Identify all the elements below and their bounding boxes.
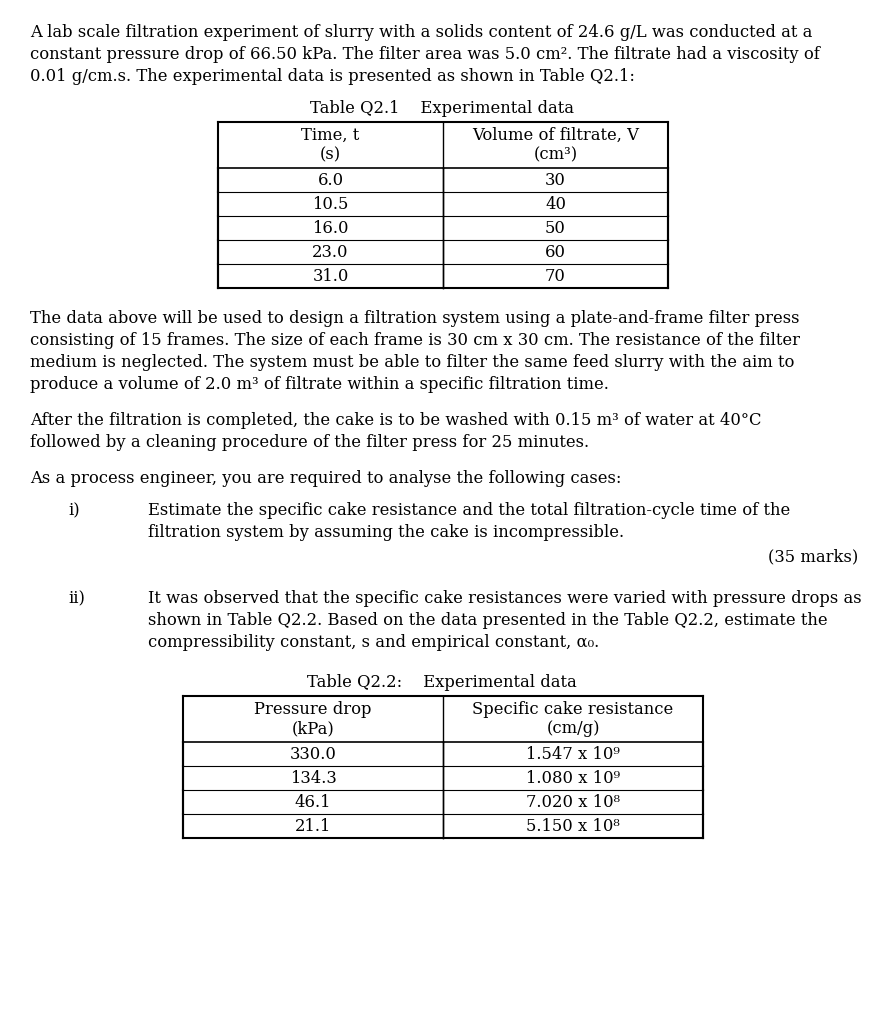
- Text: 31.0: 31.0: [312, 268, 349, 285]
- Text: 46.1: 46.1: [295, 794, 331, 811]
- Text: 60: 60: [545, 244, 566, 261]
- Text: produce a volume of 2.0 m³ of filtrate within a specific filtration time.: produce a volume of 2.0 m³ of filtrate w…: [30, 376, 609, 393]
- Text: (s): (s): [320, 146, 341, 163]
- Text: After the filtration is completed, the cake is to be washed with 0.15 m³ of wate: After the filtration is completed, the c…: [30, 412, 761, 429]
- Text: i): i): [68, 502, 80, 519]
- Text: Specific cake resistance: Specific cake resistance: [473, 701, 673, 718]
- Text: A lab scale filtration experiment of slurry with a solids content of 24.6 g/L wa: A lab scale filtration experiment of slu…: [30, 24, 812, 41]
- Text: (35 marks): (35 marks): [768, 548, 858, 565]
- Text: 134.3: 134.3: [289, 770, 336, 787]
- Text: As a process engineer, you are required to analyse the following cases:: As a process engineer, you are required …: [30, 470, 621, 487]
- Text: 70: 70: [545, 268, 566, 285]
- Text: (kPa): (kPa): [292, 720, 335, 737]
- Text: followed by a cleaning procedure of the filter press for 25 minutes.: followed by a cleaning procedure of the …: [30, 434, 589, 451]
- Text: 330.0: 330.0: [289, 746, 336, 763]
- Text: 0.01 g/cm.s. The experimental data is presented as shown in Table Q2.1:: 0.01 g/cm.s. The experimental data is pr…: [30, 68, 635, 85]
- Text: Time, t: Time, t: [302, 127, 359, 144]
- Text: 50: 50: [545, 220, 566, 237]
- Text: 30: 30: [545, 172, 566, 189]
- Text: constant pressure drop of 66.50 kPa. The filter area was 5.0 cm². The filtrate h: constant pressure drop of 66.50 kPa. The…: [30, 46, 820, 63]
- Text: shown in Table Q2.2. Based on the data presented in the Table Q2.2, estimate the: shown in Table Q2.2. Based on the data p…: [148, 612, 827, 629]
- Text: It was observed that the specific cake resistances were varied with pressure dro: It was observed that the specific cake r…: [148, 590, 862, 607]
- Text: 10.5: 10.5: [312, 196, 349, 213]
- Text: 5.150 x 10⁸: 5.150 x 10⁸: [526, 818, 619, 835]
- Text: 40: 40: [545, 196, 566, 213]
- Text: compressibility constant, s and empirical constant, α₀.: compressibility constant, s and empirica…: [148, 634, 599, 651]
- Text: 6.0: 6.0: [318, 172, 343, 189]
- Text: 21.1: 21.1: [295, 818, 331, 835]
- Text: Pressure drop: Pressure drop: [254, 701, 372, 718]
- Text: Estimate the specific cake resistance and the total filtration-cycle time of the: Estimate the specific cake resistance an…: [148, 502, 790, 519]
- Text: Volume of filtrate, V: Volume of filtrate, V: [472, 127, 639, 144]
- Text: Table Q2.1    Experimental data: Table Q2.1 Experimental data: [310, 100, 574, 117]
- Text: filtration system by assuming the cake is incompressible.: filtration system by assuming the cake i…: [148, 524, 624, 541]
- Text: 23.0: 23.0: [312, 244, 349, 261]
- Text: medium is neglected. The system must be able to filter the same feed slurry with: medium is neglected. The system must be …: [30, 354, 795, 371]
- Text: consisting of 15 frames. The size of each frame is 30 cm x 30 cm. The resistance: consisting of 15 frames. The size of eac…: [30, 332, 800, 349]
- Text: ii): ii): [68, 590, 85, 607]
- Text: Table Q2.2:    Experimental data: Table Q2.2: Experimental data: [307, 674, 577, 691]
- Text: 1.547 x 10⁹: 1.547 x 10⁹: [526, 746, 619, 763]
- Text: 1.080 x 10⁹: 1.080 x 10⁹: [526, 770, 620, 787]
- Text: The data above will be used to design a filtration system using a plate-and-fram: The data above will be used to design a …: [30, 310, 799, 327]
- Text: 7.020 x 10⁸: 7.020 x 10⁸: [526, 794, 620, 811]
- Text: (cm/g): (cm/g): [546, 720, 600, 737]
- Text: 16.0: 16.0: [312, 220, 349, 237]
- Text: (cm³): (cm³): [534, 146, 578, 163]
